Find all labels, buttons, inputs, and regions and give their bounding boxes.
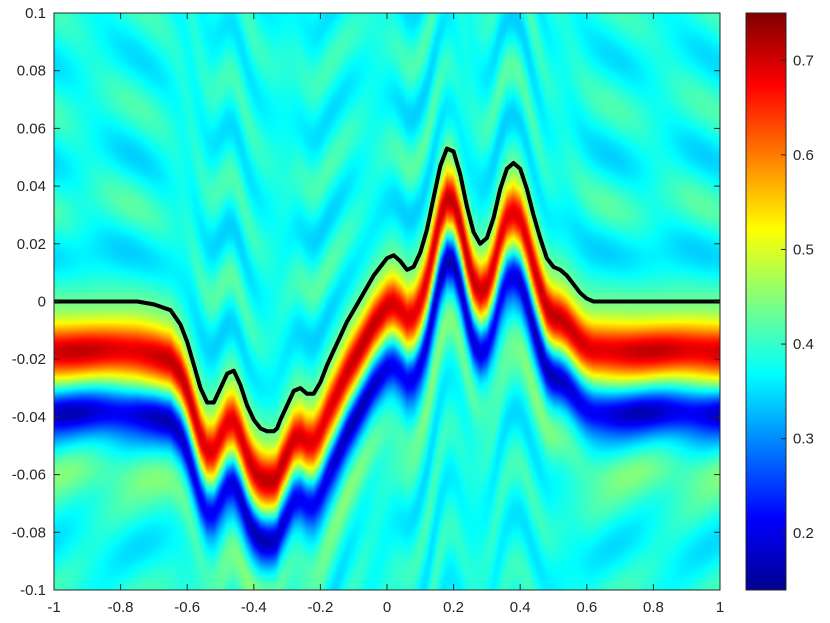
y-tick-label: -0.08 [12,524,46,541]
x-tick-label: 0.2 [443,599,464,616]
x-tick-label: -1 [47,599,60,616]
colorbar-tick-label: 0.7 [793,52,814,69]
x-tick-label: 0.4 [510,599,531,616]
y-tick-label: 0.08 [17,63,46,80]
colorbar-ticks: 0.2 0.3 0.4 0.5 0.6 0.7 [781,52,814,542]
y-tick-label: 0.06 [17,120,46,137]
colorbar-frame [745,12,787,591]
x-axis: -1 -0.8 -0.6 -0.4 -0.2 0 0.2 0.4 0.6 0.8 1 [47,13,724,616]
boundary-curve [54,146,720,434]
y-tick-label: 0.02 [17,236,46,253]
y-axis: 0.1 0.08 0.06 0.04 0.02 0 -0.02 -0.04 -0.06 -0.08… [12,5,720,599]
colorbar-tick-label: 0.6 [793,147,814,164]
y-tick-label: -0.02 [12,351,46,368]
colorbar-tick-label: 0.2 [793,525,814,542]
colorbar-tick-label: 0.3 [793,431,814,448]
y-tick-label: 0.04 [17,178,46,195]
y-tick-label: -0.06 [12,467,46,484]
x-tick-label: -0.2 [307,599,333,616]
colorbar-tick-label: 0.5 [793,241,814,258]
y-tick-label: 0.1 [25,5,46,22]
x-tick-label: -0.8 [108,599,134,616]
x-tick-label: 0 [383,599,391,616]
colorbar: 0.2 0.3 0.4 0.5 0.6 0.7 [745,12,814,591]
colorbar-tick-label: 0.4 [793,336,814,353]
x-tick-label: 1 [716,599,724,616]
y-tick-label: 0 [38,294,46,311]
x-tick-label: 0.6 [576,599,597,616]
y-tick-label: -0.04 [12,409,46,426]
x-tick-label: -0.4 [241,599,267,616]
y-tick-label: -0.1 [20,582,46,599]
x-tick-label: -0.6 [174,599,200,616]
boundary-curve-layer [54,146,720,434]
colorbar-gradient [746,13,786,590]
x-tick-label: 0.8 [643,599,664,616]
